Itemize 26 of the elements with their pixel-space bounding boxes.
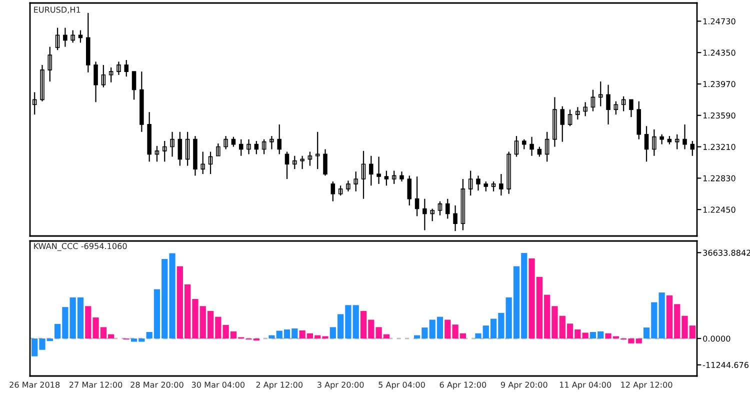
x-tick-label: 30 Mar 04:00 — [192, 382, 245, 388]
x-tick-label: 3 Apr 20:00 — [317, 382, 364, 390]
y-tick-label: 1.23970 — [703, 81, 736, 88]
bar — [658, 292, 665, 338]
x-tick-label: 6 Apr 12:00 — [440, 382, 486, 390]
y-tick-label: -11244.676 — [702, 362, 749, 368]
y-tick-label: 1.22830 — [703, 175, 736, 182]
y-tick-label: 1.24730 — [703, 18, 736, 24]
x-tick-label: 5 Apr 04:00 — [378, 382, 425, 390]
x-tick-label: 28 Mar 20:00 — [130, 382, 184, 388]
y-tick-label: 1.22450 — [703, 206, 736, 213]
y-tick-label: 1.23210 — [703, 144, 736, 150]
x-tick-label: 26 Mar 2018 — [10, 382, 60, 388]
candlestick — [484, 180, 488, 192]
x-tick-label: 11 Apr 04:00 — [560, 382, 612, 390]
y-tick-label: 36633.8842 — [703, 250, 750, 256]
y-tick-label: 0.0000 — [703, 336, 730, 342]
chart-title: EURUSD,H1 — [34, 6, 80, 14]
y-tick-label: 1.24350 — [703, 50, 736, 56]
x-tick-label: 2 Apr 12:00 — [256, 382, 303, 390]
x-tick-label: 12 Apr 12:00 — [621, 382, 672, 390]
chart-title: KWAN_CCC -6954.1060 — [34, 243, 127, 251]
x-tick-label: 9 Apr 20:00 — [500, 382, 548, 390]
x-tick-label: 27 Mar 12:00 — [69, 382, 122, 388]
bar — [582, 332, 588, 338]
y-tick-label: 1.23590 — [703, 112, 736, 119]
